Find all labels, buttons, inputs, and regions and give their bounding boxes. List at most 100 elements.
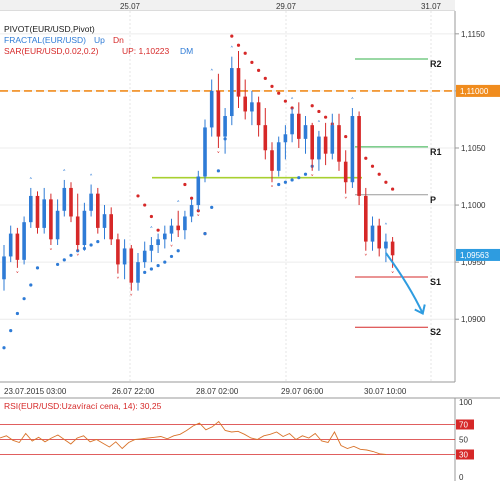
candle-body[interactable]	[230, 68, 234, 117]
candle-body[interactable]	[223, 116, 227, 137]
candle-body[interactable]	[89, 193, 93, 211]
fractal-down-icon: ˅	[197, 214, 201, 222]
candle-body[interactable]	[42, 199, 46, 228]
sar-dot-up	[210, 205, 214, 209]
candle-body[interactable]	[216, 90, 221, 137]
candle-body[interactable]	[337, 125, 341, 162]
current-price-label: 1,09563	[460, 251, 489, 260]
sar-dot-up	[290, 178, 294, 182]
candle-body[interactable]	[169, 225, 174, 234]
candle-body[interactable]	[350, 116, 355, 183]
candle-body[interactable]	[370, 225, 375, 242]
candle-body[interactable]	[8, 233, 13, 257]
candle-body[interactable]	[243, 96, 247, 112]
fractal-down-icon: ˅	[270, 185, 274, 193]
pivot-label-p: P	[430, 195, 436, 205]
candle-body[interactable]	[377, 225, 381, 249]
fractal-up-icon: ˄	[210, 68, 214, 76]
rsi-tick-tag	[456, 419, 474, 430]
rsi-panel[interactable]: RSI(EUR/USD:Uzavírací cena, 14): 30,25 1…	[0, 397, 500, 481]
candle-body[interactable]	[136, 262, 140, 283]
fractal-up-icon: ˄	[63, 169, 67, 177]
candle-body[interactable]	[330, 125, 335, 154]
candle-body[interactable]	[209, 90, 214, 128]
sar-dot-up	[29, 283, 33, 287]
sar-dot-up	[277, 182, 281, 187]
candle-body[interactable]	[55, 210, 60, 240]
candle-body[interactable]	[96, 193, 100, 228]
candle-body[interactable]	[142, 250, 147, 263]
candle-body[interactable]	[189, 205, 194, 217]
pivot-label-r2: R2	[430, 59, 442, 69]
candle-body[interactable]	[196, 176, 201, 206]
candle-body[interactable]	[176, 225, 180, 231]
candle-body[interactable]	[317, 136, 321, 160]
candle-body[interactable]	[364, 195, 368, 242]
pivot-label-s1: S1	[430, 277, 441, 287]
candle-body[interactable]	[303, 125, 308, 139]
candle-body[interactable]	[129, 248, 134, 283]
candle-body[interactable]	[122, 248, 127, 265]
candle-body[interactable]	[343, 161, 348, 183]
candle-body[interactable]	[323, 136, 328, 154]
candle-body[interactable]	[390, 241, 395, 256]
candle-body[interactable]	[75, 216, 80, 246]
x-tick-label: 30.07 10:00	[364, 387, 407, 396]
rsi-tick-label: 100	[459, 398, 473, 407]
rsi-line	[0, 420, 387, 455]
candle-body[interactable]	[283, 134, 288, 143]
candle-body[interactable]	[22, 222, 26, 260]
sar-dot-down	[250, 60, 254, 64]
candle-body[interactable]	[357, 116, 361, 196]
candle-body[interactable]	[82, 210, 87, 246]
candle-body[interactable]	[102, 214, 107, 228]
candle-body[interactable]	[109, 214, 113, 240]
sar-dot-up	[163, 260, 167, 264]
candle-body[interactable]	[156, 239, 160, 246]
candle-body[interactable]	[15, 233, 20, 260]
sar-dot-down	[136, 194, 140, 198]
candle-body[interactable]	[270, 150, 274, 171]
fractal-down-icon: ˅	[391, 271, 395, 279]
candle-body[interactable]	[250, 102, 254, 112]
forecast-arrow[interactable]	[385, 252, 424, 314]
candle-body[interactable]	[290, 113, 294, 135]
top-time-label: 25.07	[120, 2, 141, 11]
y-tick-label: 1,1000	[461, 201, 486, 210]
candle-body[interactable]	[203, 127, 207, 177]
candle-body[interactable]	[163, 233, 167, 240]
candle-body[interactable]	[276, 142, 281, 171]
fractal-up-icon: ˄	[89, 174, 93, 182]
indicator-legend: PIVOT(EUR/USD,Pivot) FRACTAL(EUR/USD) Up…	[4, 24, 193, 56]
legend-sar-dm: DM	[180, 46, 193, 56]
candle-body[interactable]	[310, 125, 314, 160]
candle-body[interactable]	[2, 256, 6, 280]
candle-body[interactable]	[69, 187, 73, 217]
candle-body[interactable]	[297, 113, 301, 139]
candle-body[interactable]	[29, 195, 33, 223]
sar-dot-up	[156, 263, 160, 268]
candle-body[interactable]	[62, 187, 67, 211]
sar-dot-down	[364, 156, 368, 160]
legend-sar-up: UP: 1,10223	[122, 46, 170, 56]
sar-dot-up	[2, 346, 6, 350]
candle-body[interactable]	[263, 125, 268, 151]
top-time-label: 31.07	[421, 2, 442, 11]
candle-body[interactable]	[116, 239, 120, 265]
candle-body[interactable]	[149, 245, 154, 251]
candle-body[interactable]	[183, 216, 187, 231]
legend-fractal-dn: Dn	[113, 35, 124, 45]
main-plot-area[interactable]: R2 R1 P S1 S2 ˄ ˄ ˄ ˄ ˄ ˄ ˄ ˄ ˄ ˄ ˄ ˅ ˅ ˅ ˅ ˅ ˅ ˅ ˅ ˅ ˅ ˅ ˅ ˅	[0, 11, 456, 382]
candle-body[interactable]	[35, 195, 40, 228]
sar-dot-up	[9, 329, 13, 333]
candle-body[interactable]	[384, 241, 388, 249]
candle-body[interactable]	[49, 199, 53, 240]
y-tick-label: 1,1050	[461, 144, 486, 153]
fractal-up-icon: ˄	[230, 46, 234, 54]
y-tick-label: 1,1150	[461, 30, 485, 39]
candle-body[interactable]	[256, 102, 261, 126]
candle-body[interactable]	[236, 68, 241, 97]
fractal-up-icon: ˄	[351, 97, 355, 105]
